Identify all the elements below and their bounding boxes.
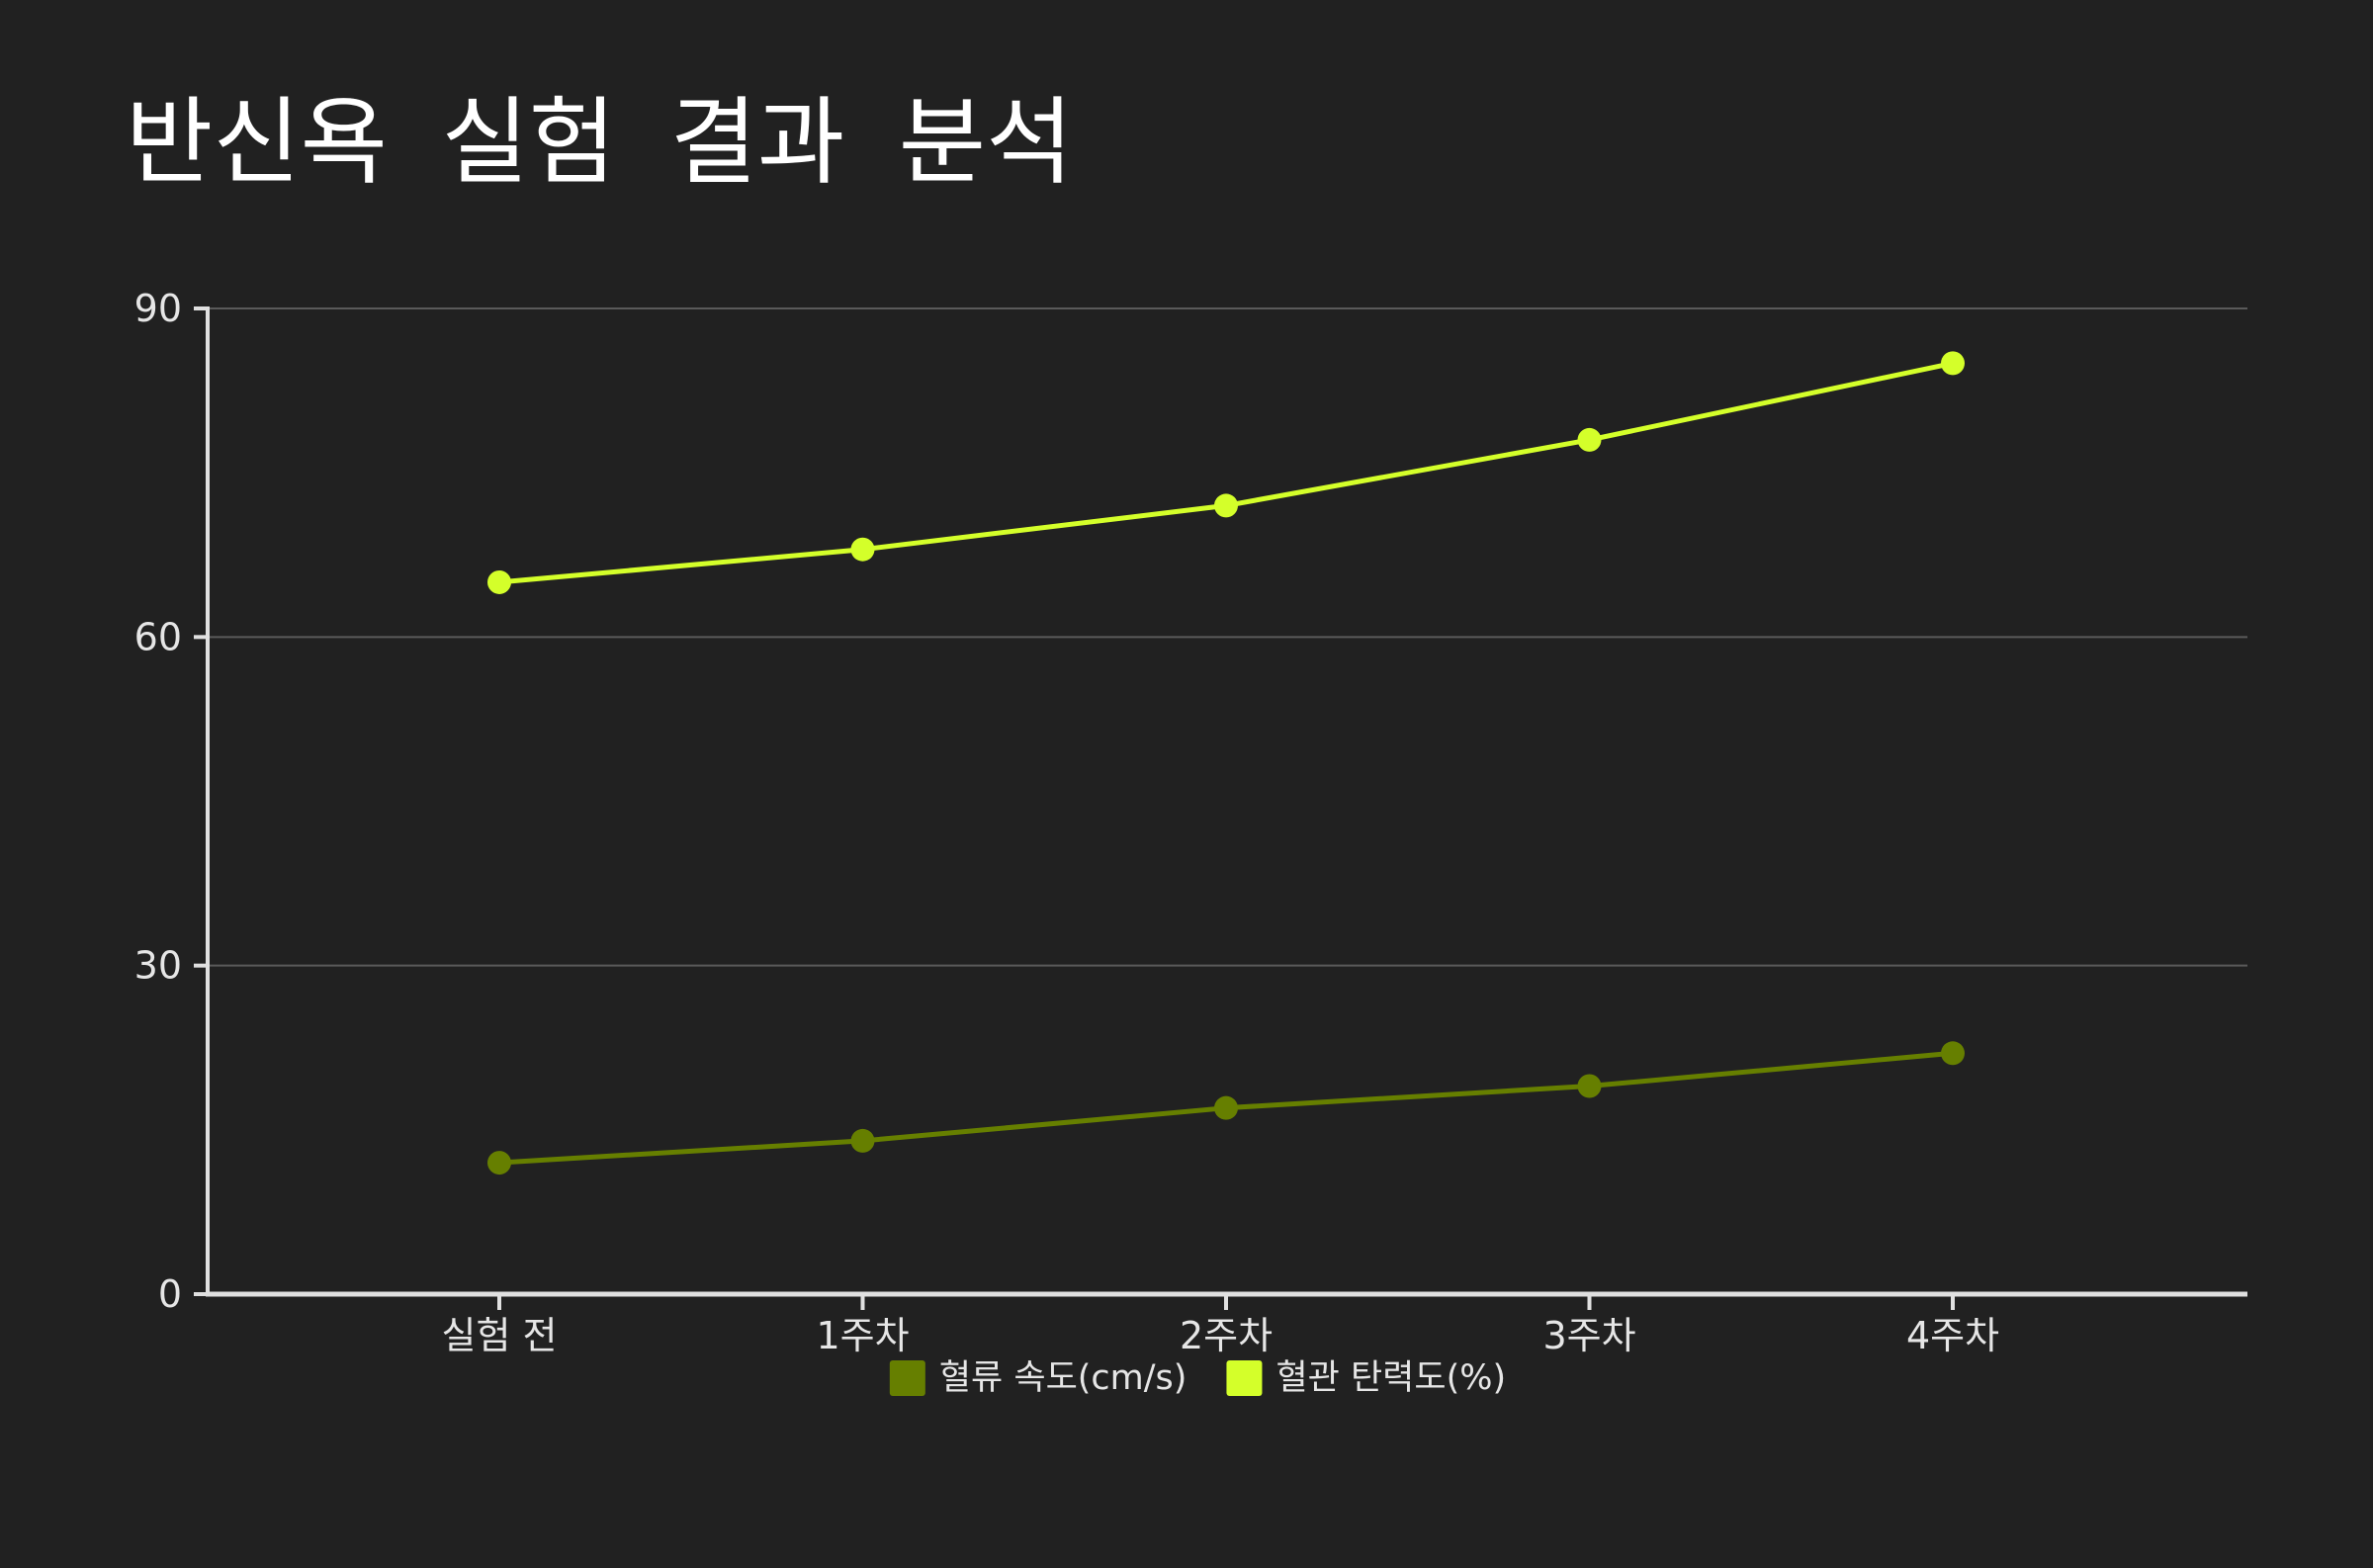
x-tick-label: 실험 전 xyxy=(442,1314,558,1357)
legend-swatch xyxy=(889,1360,925,1396)
legend-label: 혈류 속도(cm/s) xyxy=(939,1358,1187,1398)
data-point xyxy=(1214,493,1238,518)
data-point xyxy=(1941,351,1965,376)
x-tick-label: 3주차 xyxy=(1542,1314,1635,1357)
y-tick-label: 60 xyxy=(134,615,182,658)
series-line-2 xyxy=(498,360,1954,585)
grid-lines xyxy=(208,307,2247,967)
legend-label: 혈관 탄력도(%) xyxy=(1275,1358,1506,1398)
data-point xyxy=(1941,1041,1965,1066)
data-point xyxy=(487,1151,511,1176)
data-point xyxy=(1214,1095,1238,1120)
x-tick-label: 2주차 xyxy=(1180,1314,1273,1357)
data-point xyxy=(487,569,511,594)
chart-title: 반신욕 실험 결과 분석 xyxy=(126,87,1074,198)
legend: 혈류 속도(cm/s) 혈관 탄력도(%) xyxy=(889,1358,1506,1398)
legend-swatch xyxy=(1226,1360,1263,1396)
y-tick-label: 0 xyxy=(158,1272,182,1316)
data-point xyxy=(1577,1074,1602,1098)
data-point xyxy=(850,537,875,562)
data-point xyxy=(1577,427,1602,452)
x-tick-label: 1주차 xyxy=(816,1314,909,1357)
y-tick-label: 90 xyxy=(134,287,182,330)
y-tick-label: 30 xyxy=(134,944,182,988)
series-lines xyxy=(487,351,1965,1176)
axes: 0 30 60 90 실험 전 1주차 2주차 3주차 4주차 xyxy=(134,287,2247,1357)
data-point xyxy=(850,1128,875,1153)
x-tick-label: 4주차 xyxy=(1906,1314,1999,1357)
